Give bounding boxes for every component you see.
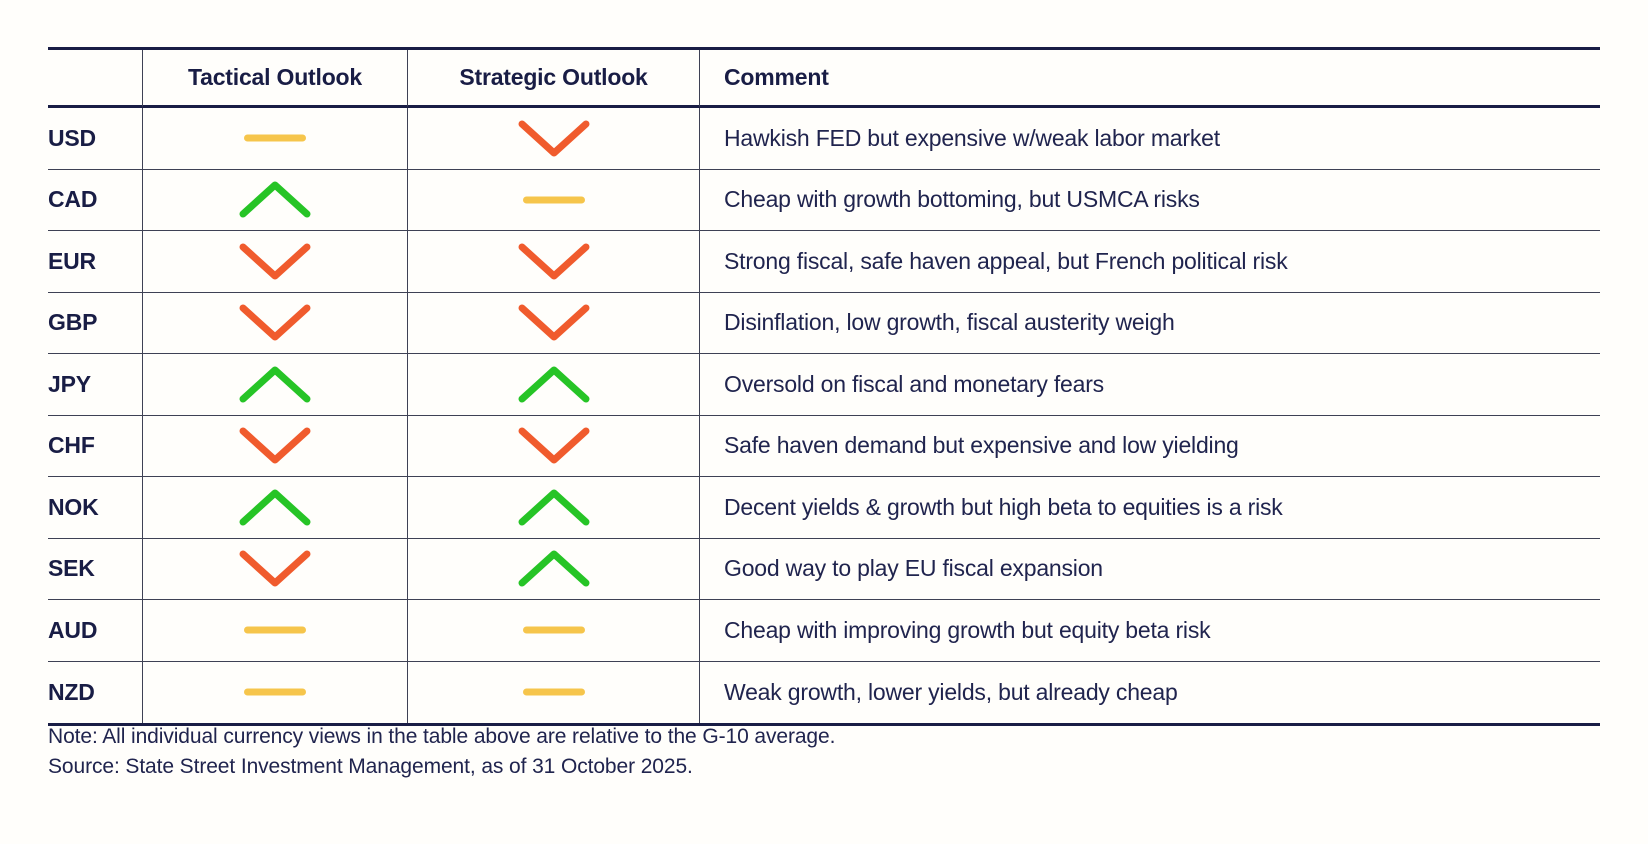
table-header-row: Tactical Outlook Strategic Outlook Comme… bbox=[48, 50, 1600, 108]
tactical-outlook-cell bbox=[142, 169, 407, 231]
chevron-down-icon bbox=[239, 243, 311, 280]
header-tactical-outlook: Tactical Outlook bbox=[142, 50, 407, 108]
currency-code: CHF bbox=[48, 416, 142, 477]
comment-cell: Decent yields & growth but high beta to … bbox=[699, 477, 1600, 539]
chevron-up-icon bbox=[518, 550, 589, 587]
neutral-dash-icon bbox=[244, 626, 306, 634]
footnotes: Note: All individual currency views in t… bbox=[48, 722, 835, 782]
table-row-sek: SEK Good way to play EU fiscal expansion bbox=[48, 538, 1600, 600]
currency-code: JPY bbox=[48, 354, 142, 416]
strategic-outlook-cell bbox=[407, 292, 699, 354]
header-comment: Comment bbox=[699, 50, 1600, 108]
currency-code: EUR bbox=[48, 231, 142, 293]
tactical-outlook-cell bbox=[142, 231, 407, 293]
source-line: Source: State Street Investment Manageme… bbox=[48, 755, 693, 778]
strategic-outlook-cell bbox=[407, 415, 699, 477]
table-row-cad: CAD Cheap with growth bottoming, but USMC… bbox=[48, 169, 1600, 231]
chevron-down-icon bbox=[518, 120, 589, 157]
header-strategic-outlook: Strategic Outlook bbox=[407, 50, 699, 108]
tactical-outlook-cell bbox=[142, 415, 407, 477]
comment-cell: Oversold on fiscal and monetary fears bbox=[699, 354, 1600, 416]
comment-cell: Good way to play EU fiscal expansion bbox=[699, 538, 1600, 600]
chevron-up-icon bbox=[518, 366, 589, 403]
strategic-outlook-cell bbox=[407, 661, 699, 723]
currency-outlook-table: Tactical Outlook Strategic Outlook Comme… bbox=[48, 47, 1600, 726]
comment-cell: Cheap with improving growth but equity b… bbox=[699, 600, 1600, 662]
strategic-outlook-cell bbox=[407, 477, 699, 539]
table-body: USD Hawkish FED but expensive w/weak labo… bbox=[48, 108, 1600, 723]
table-row-nok: NOK Decent yields & growth but high beta … bbox=[48, 477, 1600, 539]
strategic-outlook-cell bbox=[407, 108, 699, 170]
chevron-up-icon bbox=[239, 489, 311, 526]
strategic-outlook-cell bbox=[407, 354, 699, 416]
table-row-eur: EUR Strong fiscal, safe haven appeal, but… bbox=[48, 231, 1600, 293]
chevron-down-icon bbox=[518, 427, 589, 464]
neutral-dash-icon bbox=[522, 196, 585, 204]
chevron-up-icon bbox=[518, 489, 589, 526]
tactical-outlook-cell bbox=[142, 661, 407, 723]
comment-cell: Safe haven demand but expensive and low … bbox=[699, 415, 1600, 477]
neutral-dash-icon bbox=[244, 688, 306, 696]
chevron-down-icon bbox=[239, 427, 311, 464]
currency-code: NOK bbox=[48, 477, 142, 539]
tactical-outlook-cell bbox=[142, 354, 407, 416]
currency-code: NZD bbox=[48, 678, 95, 705]
comment-cell: Hawkish FED but expensive w/weak labor m… bbox=[699, 108, 1600, 170]
table-row-jpy: JPY Oversold on fiscal and monetary fears bbox=[48, 354, 1600, 416]
table-row-aud: AUD Cheap with improving growth but equit… bbox=[48, 600, 1600, 662]
table-row-usd: USD Hawkish FED but expensive w/weak labo… bbox=[48, 108, 1600, 170]
tactical-outlook-cell bbox=[142, 108, 407, 170]
chevron-up-icon bbox=[239, 181, 311, 218]
header-currency-cell bbox=[48, 50, 142, 108]
tactical-outlook-cell bbox=[142, 477, 407, 539]
chevron-down-icon bbox=[518, 243, 589, 280]
tactical-outlook-cell bbox=[142, 600, 407, 662]
neutral-dash-icon bbox=[522, 688, 585, 696]
currency-code: USD bbox=[48, 108, 142, 170]
strategic-outlook-cell bbox=[407, 538, 699, 600]
tactical-outlook-cell bbox=[142, 538, 407, 600]
table-row-chf: CHF Safe haven demand but expensive and l… bbox=[48, 415, 1600, 477]
table-row-gbp: GBP Disinflation, low growth, fiscal aust… bbox=[48, 292, 1600, 354]
currency-code: SEK bbox=[48, 539, 142, 600]
chevron-up-icon bbox=[239, 366, 311, 403]
strategic-outlook-cell bbox=[407, 600, 699, 662]
tactical-outlook-cell bbox=[142, 292, 407, 354]
strategic-outlook-cell bbox=[407, 169, 699, 231]
table-row-nzd: NZD Weak growth, lower yields, but alread… bbox=[48, 661, 1600, 723]
comment-cell: Disinflation, low growth, fiscal austeri… bbox=[699, 292, 1600, 354]
strategic-outlook-cell bbox=[407, 231, 699, 293]
currency-code: CAD bbox=[48, 170, 142, 231]
chevron-down-icon bbox=[518, 304, 589, 341]
neutral-dash-icon bbox=[522, 626, 585, 634]
neutral-dash-icon bbox=[244, 134, 306, 142]
comment-cell: Weak growth, lower yields, but already c… bbox=[699, 661, 1600, 723]
currency-code: AUD bbox=[48, 600, 142, 662]
chevron-down-icon bbox=[239, 550, 311, 587]
currency-code: GBP bbox=[48, 293, 142, 354]
note-line: Note: All individual currency views in t… bbox=[48, 725, 836, 748]
comment-cell: Strong fiscal, safe haven appeal, but Fr… bbox=[699, 231, 1600, 293]
comment-cell: Cheap with growth bottoming, but USMCA r… bbox=[699, 169, 1600, 231]
chevron-down-icon bbox=[239, 304, 311, 341]
